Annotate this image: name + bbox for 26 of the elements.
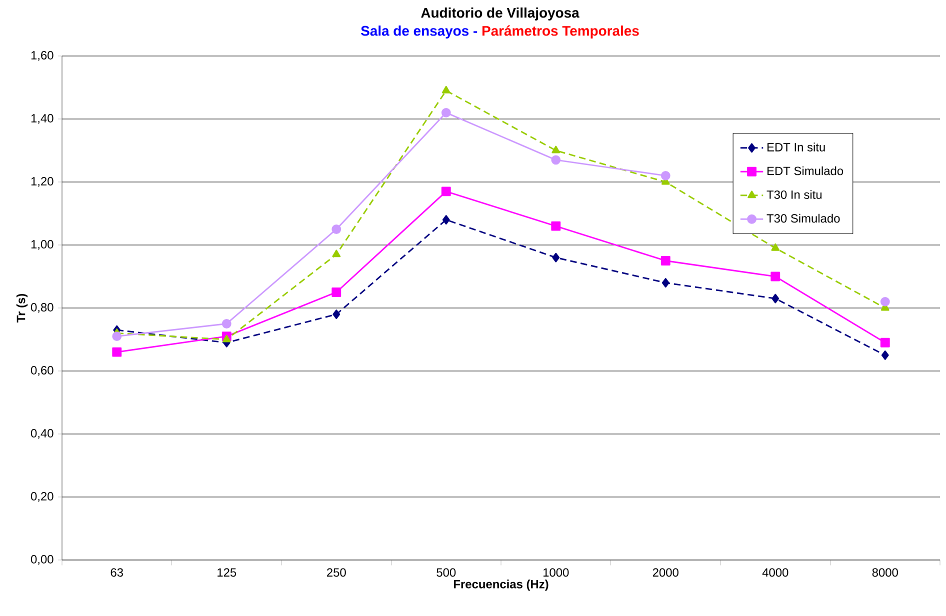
chart-subtitle: Sala de ensayos - <box>360 26 478 39</box>
legend-label: T30 Simulado <box>766 214 840 223</box>
y-tick-label: 1,00 <box>31 240 54 250</box>
y-tick-label: 0,40 <box>30 429 54 439</box>
y-tick-label: 1,20 <box>31 177 54 187</box>
y-tick-label: 0,20 <box>30 492 54 502</box>
x-tick-label: 250 <box>327 568 346 577</box>
x-tick-label: 8000 <box>872 568 898 577</box>
x-axis-title: Frecuencias (Hz) <box>454 580 548 591</box>
y-tick-label: 1,40 <box>31 114 54 124</box>
legend-label: T30 In situ <box>766 190 822 199</box>
y-tick-label: 1,60 <box>31 51 54 61</box>
y-tick-label: 0,80 <box>30 303 54 313</box>
x-tick-label: 2000 <box>652 568 678 577</box>
chart-title: Auditorio de Villajoyosa <box>421 7 580 20</box>
x-tick-label: 500 <box>436 568 456 577</box>
legend-label: EDT In situ <box>767 142 825 152</box>
text: Parámetros Temporales <box>482 25 639 39</box>
legend-label: EDT Simulado <box>767 166 844 176</box>
y-tick-label: 0,00 <box>30 555 54 565</box>
y-tick-label: 0,60 <box>30 366 54 376</box>
y-axis-title: Tr (s) <box>16 294 28 322</box>
x-tick-label: 63 <box>110 568 124 577</box>
x-tick-label: 4000 <box>762 568 788 577</box>
x-tick-label: 1000 <box>544 568 569 577</box>
x-tick-label: 125 <box>218 568 236 577</box>
